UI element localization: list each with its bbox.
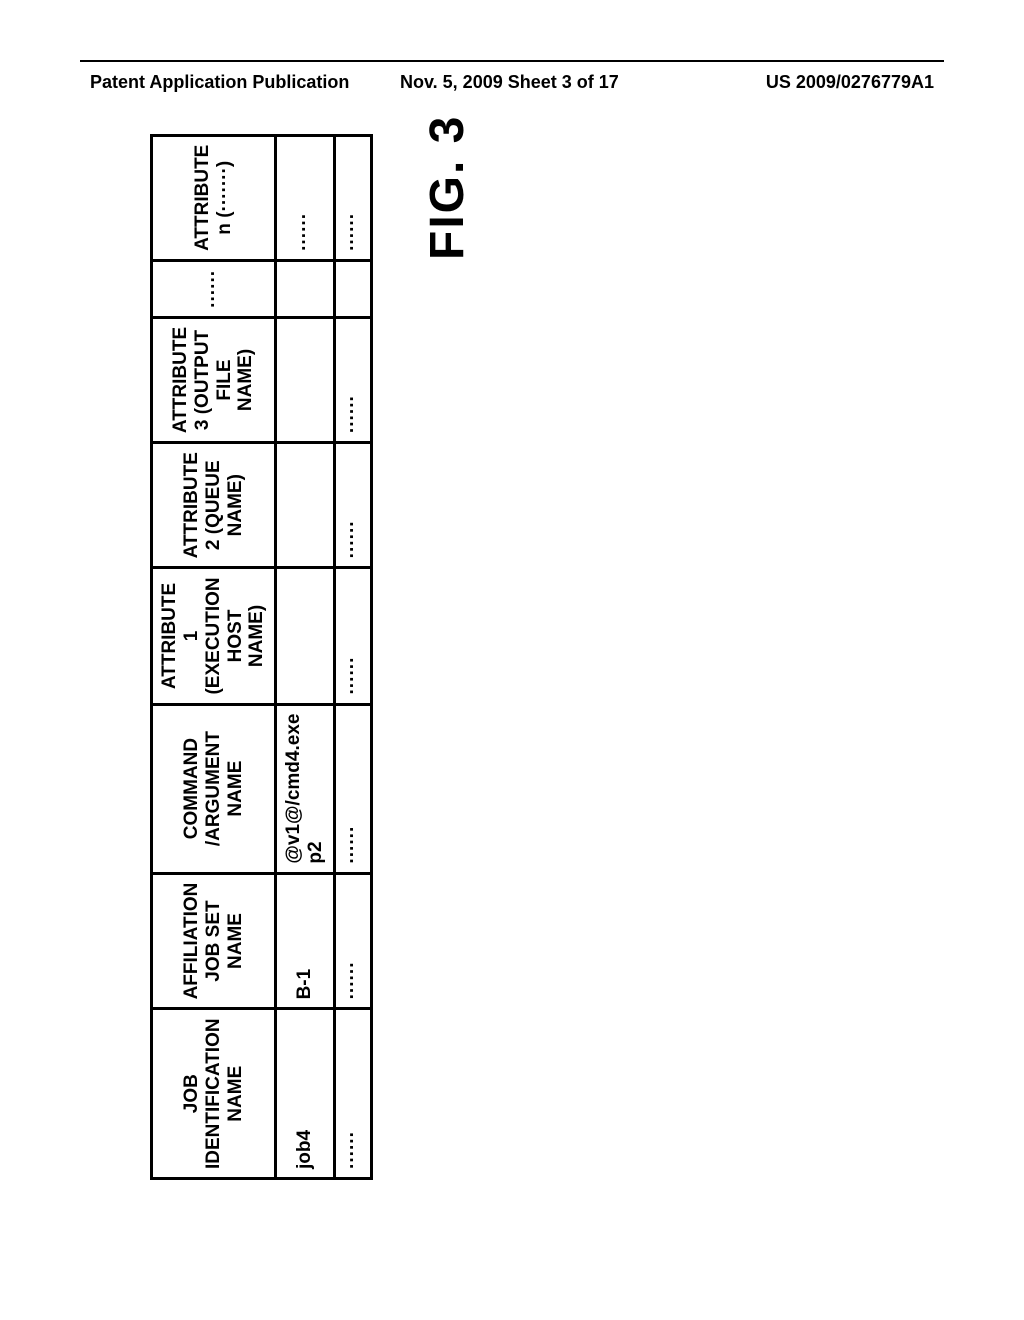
cell: ······	[334, 135, 371, 260]
cell: job4	[276, 1009, 335, 1179]
cell: ······	[334, 317, 371, 442]
cell: ······	[334, 1009, 371, 1179]
cell: ······	[334, 704, 371, 873]
cell	[334, 260, 371, 317]
cell: ······	[334, 443, 371, 568]
col-header: AFFILIATION JOB SET NAME	[152, 873, 276, 1009]
cell: @v1@/cmd4.exe p2	[276, 704, 335, 873]
table-row: job4 B-1 @v1@/cmd4.exe p2 ······	[276, 135, 335, 1178]
col-header: COMMAND /ARGUMENT NAME	[152, 704, 276, 873]
col-header: ······	[152, 260, 276, 317]
header-left: Patent Application Publication	[90, 72, 349, 93]
figure-label: FIG. 3	[420, 115, 475, 260]
col-header: ATTRIBUTE 1 (EXECUTION HOST NAME)	[152, 568, 276, 704]
job-table-container: JOB IDENTIFICATION NAME AFFILIATION JOB …	[150, 134, 373, 1180]
col-header: JOB IDENTIFICATION NAME	[152, 1009, 276, 1179]
cell	[276, 443, 335, 568]
cell: B-1	[276, 873, 335, 1009]
table-row: ······ ······ ······ ······ ······ ·····…	[334, 135, 371, 1178]
header-middle: Nov. 5, 2009 Sheet 3 of 17	[400, 72, 619, 93]
cell	[276, 568, 335, 704]
header-rule	[80, 60, 944, 62]
cell: ······	[334, 873, 371, 1009]
cell: ······	[334, 568, 371, 704]
header-right: US 2009/0276779A1	[766, 72, 934, 93]
job-table: JOB IDENTIFICATION NAME AFFILIATION JOB …	[150, 134, 373, 1180]
cell	[276, 317, 335, 442]
col-header: ATTRIBUTE 3 (OUTPUT FILE NAME)	[152, 317, 276, 442]
col-header: ATTRIBUTE n (·······)	[152, 135, 276, 260]
table-header-row: JOB IDENTIFICATION NAME AFFILIATION JOB …	[152, 135, 276, 1178]
col-header: ATTRIBUTE 2 (QUEUE NAME)	[152, 443, 276, 568]
cell	[276, 260, 335, 317]
cell: ······	[276, 135, 335, 260]
